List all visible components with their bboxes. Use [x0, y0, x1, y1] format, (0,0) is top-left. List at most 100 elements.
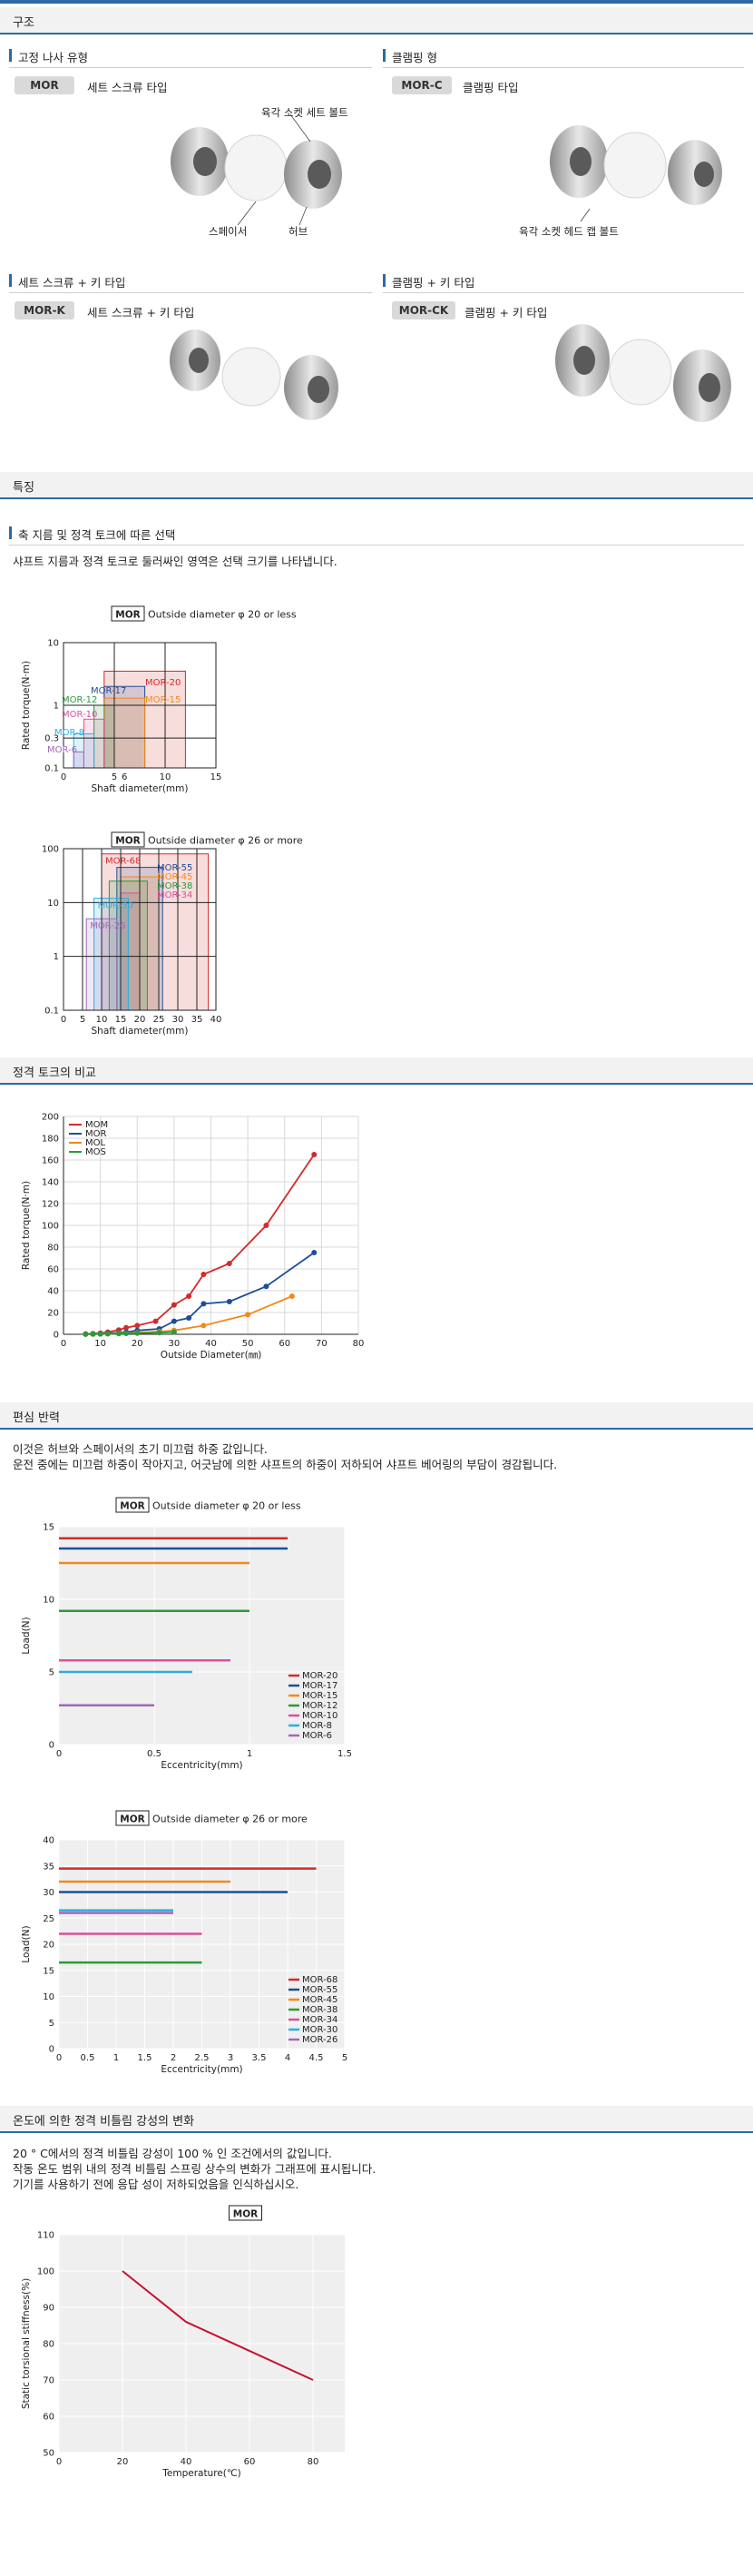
- y-tick-label: 200: [42, 1113, 59, 1123]
- series-label: MOR-15: [145, 695, 181, 705]
- y-tick-label: 10: [43, 1992, 54, 2002]
- legend-label: MOR-30: [302, 2025, 337, 2035]
- chart-selection-large: MOR Outside diameter φ 26 or more 0.1 1 10 10…: [42, 831, 303, 1037]
- series-label: MOR-26: [90, 921, 125, 931]
- x-tick-label: 4: [285, 2053, 290, 2063]
- x-tick-label: 30: [172, 1015, 184, 1025]
- x-tick-label: 70: [316, 1339, 328, 1349]
- data-point: [263, 1283, 269, 1290]
- x-tick-label: 1: [113, 2053, 119, 2063]
- x-tick-label: 40: [210, 1015, 222, 1025]
- y-tick-label: 0: [54, 1331, 59, 1341]
- x-axis-label: Eccentricity(mm): [161, 1760, 242, 1771]
- data-point: [171, 1318, 177, 1324]
- y-tick-label: 80: [43, 2340, 54, 2350]
- series-label: MOR-10: [62, 710, 97, 720]
- section-title: 편심 반력: [13, 1411, 60, 1425]
- type-desc: 클램핑 + 키 타입: [465, 306, 548, 320]
- legend-label: MOR-55: [302, 1985, 337, 1995]
- legend-label: MOR-17: [302, 1681, 337, 1691]
- series-label: MOR-38: [157, 881, 192, 891]
- data-point: [134, 1330, 141, 1336]
- x-tick-label: 5: [342, 2053, 347, 2063]
- divider: [9, 292, 372, 293]
- temperature-text-2: 작동 온도 범위 내의 정격 비틀림 스프링 상수의 변화가 그래프에 표시됩니…: [13, 2162, 376, 2176]
- divider: [383, 67, 744, 68]
- section-rated-compare: 정격 토크의 비교: [0, 1057, 753, 1085]
- x-tick-label: 20: [132, 1339, 143, 1349]
- eccentric-text-2: 운전 중에는 미끄럼 하중이 작아지고, 어긋남에 의한 샤프트의 하중이 저하…: [13, 1458, 558, 1471]
- y-tick-label: 10: [47, 639, 59, 649]
- x-tick-label: 0: [56, 2457, 62, 2467]
- y-axis-label: Rated torque(N·m): [21, 661, 32, 750]
- plot-frame: [63, 848, 217, 1011]
- x-tick-label: 60: [279, 1339, 290, 1349]
- chart-temperature: MOR 50 60 70 80 90 100 110 0 20 40 60 80 Temperature(…: [21, 2205, 345, 2479]
- x-tick-label: 50: [242, 1339, 254, 1349]
- divider: [9, 67, 372, 68]
- data-point: [200, 1301, 207, 1307]
- data-point: [97, 1331, 103, 1337]
- y-tick-label: 0.1: [44, 1007, 59, 1017]
- y-tick-label: 90: [43, 2304, 54, 2314]
- data-point: [90, 1331, 96, 1337]
- x-tick-label: 0.5: [147, 1749, 161, 1759]
- legend-label: MOR-45: [302, 1995, 337, 2005]
- data-point: [152, 1318, 159, 1324]
- y-tick-label: 40: [47, 1287, 59, 1297]
- x-tick-label: 2: [171, 2053, 176, 2063]
- x-tick-label: 0: [56, 2053, 62, 2063]
- data-point: [311, 1152, 318, 1157]
- y-tick-label: 0: [49, 1741, 54, 1751]
- top-accent-bar: [0, 0, 753, 4]
- legend-label: MOR-12: [302, 1701, 337, 1711]
- x-axis-label: Outside Diameter(㎜): [161, 1350, 262, 1361]
- legend-label: MOM: [85, 1120, 108, 1130]
- selection-area: [93, 898, 129, 1011]
- coupling-clamping-image: [550, 125, 722, 222]
- chart-badge: MOR: [120, 1501, 144, 1512]
- series-label: MOR-17: [91, 686, 126, 696]
- y-tick-label: 20: [47, 1309, 59, 1319]
- series-line: [122, 2270, 314, 2381]
- code-badge: MOR: [15, 76, 74, 94]
- y-tick-label: 10: [43, 1596, 54, 1606]
- code-badge: MOR-K: [15, 301, 74, 320]
- y-tick-label: 40: [43, 1836, 54, 1846]
- data-point: [156, 1330, 162, 1336]
- chart-badge-box: [111, 605, 145, 622]
- chart-badge: MOR: [115, 610, 140, 621]
- chart-badge-box: [115, 1497, 150, 1513]
- x-tick-label: 0: [56, 1749, 62, 1759]
- legend-label: MOR-34: [302, 2015, 337, 2025]
- x-tick-label: 30: [169, 1339, 181, 1349]
- y-tick-label: 30: [43, 1888, 54, 1898]
- data-point: [186, 1315, 192, 1321]
- y-tick-label: 120: [42, 1200, 59, 1210]
- series-label: MOR-45: [157, 872, 192, 882]
- x-tick-label: 0: [61, 772, 66, 782]
- series-label: MOR-55: [157, 863, 192, 873]
- data-point: [263, 1223, 269, 1228]
- y-tick-label: 35: [43, 1862, 54, 1872]
- y-tick-label: 1: [54, 702, 59, 712]
- coupling-setscrew-image: [171, 113, 342, 226]
- data-point: [83, 1331, 89, 1337]
- x-tick-label: 1.5: [337, 1749, 352, 1759]
- chart-eccentric-small: MOR Outside diameter φ 20 or less 0 5 10 15 0 0…: [21, 1497, 352, 1771]
- y-axis-label: Load(N): [21, 1617, 32, 1654]
- legend-label: MOR-38: [302, 2005, 337, 2015]
- x-tick-label: 0.5: [81, 2053, 95, 2063]
- data-point: [115, 1331, 122, 1337]
- x-tick-label: 2.5: [195, 2053, 210, 2063]
- data-point: [186, 1293, 192, 1299]
- y-tick-label: 5: [49, 1668, 54, 1678]
- data-point: [245, 1312, 251, 1318]
- y-tick-label: 50: [43, 2449, 54, 2459]
- section-title: 온도에 의한 정격 비틀림 강성의 변화: [13, 2115, 195, 2129]
- x-tick-label: 0: [61, 1015, 66, 1025]
- x-tick-label: 15: [115, 1015, 127, 1025]
- series-label: MOR-12: [62, 695, 97, 705]
- x-tick-label: 60: [244, 2457, 256, 2467]
- callout-hex-set-bolt: 육각 소켓 세트 볼트: [261, 106, 348, 119]
